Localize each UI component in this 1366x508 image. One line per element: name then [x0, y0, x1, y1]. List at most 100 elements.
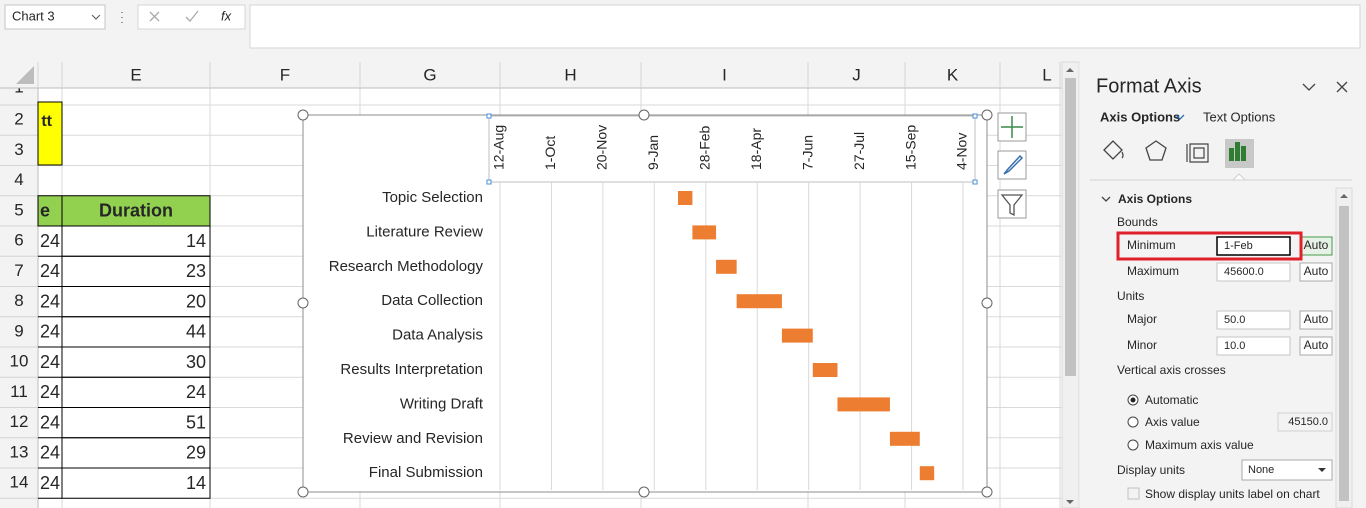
- field-input[interactable]: [1216, 336, 1291, 356]
- name-box[interactable]: [4, 4, 106, 30]
- panel-scroll-up[interactable]: [1340, 194, 1348, 198]
- row-number[interactable]: 3: [14, 140, 23, 159]
- title-fragment: tt: [41, 113, 52, 130]
- insert-function[interactable]: fx: [221, 8, 232, 23]
- panel-close[interactable]: [1336, 81, 1348, 93]
- select-arrow: [1318, 468, 1326, 472]
- row-number[interactable]: 9: [14, 321, 23, 340]
- gantt-bar: [889, 431, 920, 446]
- display-units-select[interactable]: [1241, 459, 1333, 481]
- tab-axis-options[interactable]: Axis Options: [1100, 109, 1180, 124]
- row-number[interactable]: 4: [14, 170, 23, 189]
- radio-label[interactable]: Automatic: [1145, 393, 1198, 407]
- auto-button[interactable]: [1299, 262, 1333, 282]
- resize-handle[interactable]: [638, 486, 650, 498]
- panel-options[interactable]: [1302, 83, 1316, 91]
- field-value: 10.0: [1224, 340, 1245, 352]
- date-fragment: 24: [40, 473, 60, 493]
- column-letter[interactable]: K: [947, 65, 959, 84]
- field-label: Minor: [1127, 338, 1157, 352]
- date-fragment: 24: [40, 291, 60, 311]
- axis-handle[interactable]: [486, 179, 492, 185]
- column-header-bg: [0, 62, 1062, 88]
- row-number[interactable]: 10: [10, 352, 29, 371]
- sheet-scroll-thumb[interactable]: [1065, 78, 1076, 376]
- auto-button-text: Auto: [1304, 264, 1329, 278]
- row-number[interactable]: 7: [14, 261, 23, 280]
- chart-styles-icon: [1003, 154, 1024, 175]
- resize-handle[interactable]: [638, 109, 650, 121]
- duration-cell[interactable]: [61, 467, 211, 499]
- tab-text-options[interactable]: Text Options: [1203, 109, 1276, 124]
- field-input[interactable]: [1216, 262, 1291, 282]
- x-tick-label: 9-Jan: [645, 135, 661, 170]
- duration-value: 14: [186, 473, 206, 493]
- chart-frame[interactable]: [302, 114, 988, 493]
- radio[interactable]: [1127, 416, 1139, 428]
- scroll-down[interactable]: [1066, 500, 1074, 504]
- x-tick-label: 20-Nov: [594, 125, 610, 170]
- row-number[interactable]: 14: [10, 473, 29, 492]
- scroll-up[interactable]: [1066, 68, 1074, 72]
- checkbox[interactable]: [1127, 487, 1140, 500]
- section-title[interactable]: Axis Options: [1118, 192, 1192, 206]
- header-cells: [37, 195, 211, 227]
- axis-handle[interactable]: [486, 113, 492, 119]
- select-all[interactable]: [16, 66, 34, 84]
- radio[interactable]: [1127, 439, 1139, 451]
- column-letter[interactable]: E: [130, 65, 141, 84]
- column-letter[interactable]: H: [564, 65, 576, 84]
- radio-label[interactable]: Axis value: [1145, 415, 1200, 429]
- display-units-value: None: [1248, 464, 1274, 476]
- row-number[interactable]: 2: [14, 110, 23, 129]
- section-chevron[interactable]: [1101, 196, 1111, 202]
- x-tick-label: 1-Oct: [542, 136, 558, 170]
- enter-icon[interactable]: [185, 10, 199, 22]
- gantt-bar: [919, 466, 935, 481]
- fill-line-icon[interactable]: [1103, 140, 1124, 160]
- field-value: 50.0: [1224, 314, 1245, 326]
- row-number[interactable]: 5: [14, 200, 23, 219]
- column-letter[interactable]: F: [280, 65, 290, 84]
- crosses-label: Vertical axis crosses: [1117, 363, 1226, 377]
- gantt-bar: [692, 225, 717, 240]
- tab-chevron: [1175, 114, 1185, 120]
- axis-handle[interactable]: [972, 113, 978, 119]
- row-number[interactable]: 8: [14, 291, 23, 310]
- resize-handle[interactable]: [981, 109, 993, 121]
- title-cell[interactable]: [37, 101, 63, 166]
- row-number[interactable]: 6: [14, 231, 23, 250]
- resize-handle[interactable]: [981, 486, 993, 498]
- field-input[interactable]: [1216, 310, 1291, 330]
- panel-scroll-thumb[interactable]: [1339, 206, 1349, 501]
- resize-handle[interactable]: [297, 297, 309, 309]
- size-icon[interactable]: [1186, 143, 1209, 163]
- resize-handle[interactable]: [297, 486, 309, 498]
- icon-pointer: [1232, 173, 1246, 181]
- duration-value: 51: [186, 412, 206, 432]
- formula-bar[interactable]: [249, 4, 1361, 49]
- column-letter[interactable]: I: [722, 65, 727, 84]
- column-letter[interactable]: G: [423, 65, 436, 84]
- resize-handle[interactable]: [981, 297, 993, 309]
- x-tick-label: 4-Nov: [954, 133, 970, 170]
- row-number[interactable]: 13: [10, 442, 29, 461]
- auto-button[interactable]: [1299, 310, 1333, 330]
- duration-value: 14: [186, 231, 206, 251]
- field-value: 1-Feb: [1224, 240, 1253, 252]
- row-number[interactable]: 12: [10, 412, 29, 431]
- auto-button[interactable]: [1299, 336, 1333, 356]
- category-label: Data Collection: [381, 292, 483, 309]
- column-letter[interactable]: L: [1042, 65, 1051, 84]
- resize-handle[interactable]: [297, 109, 309, 121]
- radio-label[interactable]: Maximum axis value: [1145, 438, 1254, 452]
- cancel-icon[interactable]: [149, 11, 160, 22]
- column-letter[interactable]: J: [852, 65, 861, 84]
- category-label: Results Interpretation: [340, 361, 483, 378]
- row-number[interactable]: 11: [10, 382, 28, 401]
- duration-value: 23: [186, 261, 206, 281]
- effects-icon[interactable]: [1145, 140, 1167, 161]
- axis-handle[interactable]: [972, 179, 978, 185]
- category-label: Review and Revision: [343, 430, 483, 447]
- field-input[interactable]: [1216, 236, 1291, 256]
